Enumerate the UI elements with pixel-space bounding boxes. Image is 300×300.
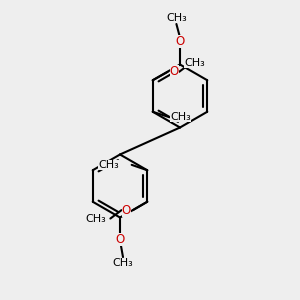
Text: CH₃: CH₃ — [112, 258, 134, 268]
Text: O: O — [176, 35, 184, 48]
Text: O: O — [122, 204, 131, 217]
Text: CH₃: CH₃ — [170, 112, 191, 122]
Text: CH₃: CH₃ — [166, 13, 187, 23]
Text: O: O — [116, 232, 124, 246]
Text: O: O — [170, 65, 179, 78]
Text: CH₃: CH₃ — [98, 160, 119, 170]
Text: CH₃: CH₃ — [184, 58, 205, 68]
Text: CH₃: CH₃ — [85, 214, 106, 224]
